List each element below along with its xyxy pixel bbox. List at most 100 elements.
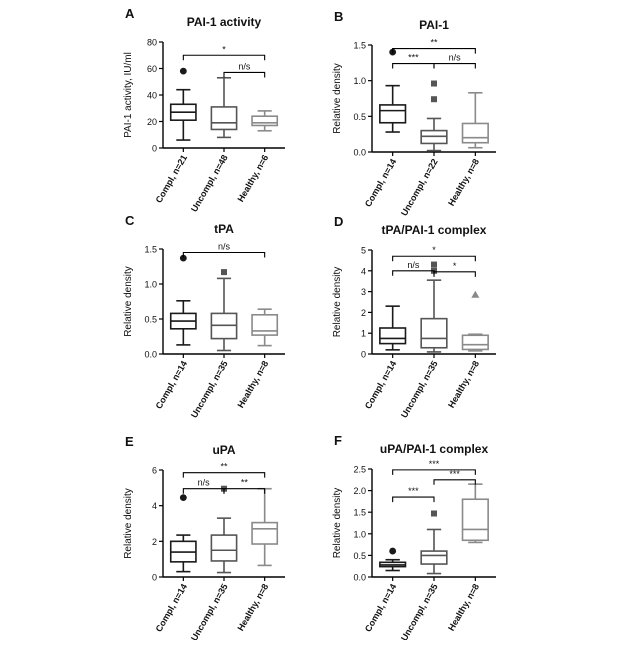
outlier-point: [180, 68, 187, 75]
bracket-line: [393, 271, 434, 276]
box-2: [421, 81, 447, 151]
significance-bracket: *: [393, 245, 476, 261]
significance-label: ***: [408, 53, 419, 63]
box-1: [171, 494, 196, 571]
box-3: [252, 309, 277, 345]
box-iqr: [211, 535, 236, 561]
y-tick-label: 1.0: [353, 529, 366, 539]
panel-letter: A: [125, 6, 135, 21]
y-axis-label: Relative density: [332, 488, 343, 559]
outlier-point: [431, 510, 437, 516]
y-axis-label: Relative density: [123, 488, 134, 559]
outlier-point: [389, 548, 396, 555]
box-iqr: [463, 123, 489, 142]
bracket-line: [434, 64, 475, 69]
x-tick-label: Compl, n=21: [154, 153, 190, 205]
y-tick-label: 2: [152, 537, 157, 547]
x-tick-label: Compl, n=14: [154, 359, 190, 411]
box-3: [463, 484, 489, 542]
bracket-line: [183, 473, 264, 478]
panel-c: CtPARelative density0.00.51.01.5Compl, n…: [123, 213, 285, 420]
significance-bracket: *: [183, 44, 264, 60]
bracket-line: [393, 49, 476, 54]
panel-letter: E: [125, 434, 134, 449]
box-iqr: [211, 107, 236, 130]
x-tick-label: Uncompl, n=35: [399, 359, 440, 420]
bracket-line: [393, 64, 434, 69]
x-tick-label: Uncompl, n=35: [189, 359, 230, 420]
y-tick-label: 80: [147, 38, 157, 48]
bracket-line: [183, 55, 264, 60]
panel-a: APAI-1 activityPAI-1 activity, IU/ml0204…: [123, 6, 285, 214]
y-tick-label: 2: [361, 308, 366, 318]
y-tick-label: 1.5: [353, 508, 366, 518]
panel-f: FuPA/PAI-1 complexRelative density0.00.5…: [332, 433, 496, 640]
significance-label: n/s: [238, 61, 251, 71]
significance-bracket: **: [224, 478, 265, 494]
significance-bracket: ***: [393, 459, 476, 475]
x-tick-label: Uncompl, n=22: [399, 157, 440, 218]
x-tick-label: Healthy, n=8: [446, 157, 481, 208]
x-tick-label: Healthy, n=6: [235, 153, 270, 204]
outlier-point: [471, 291, 479, 298]
box-1: [380, 548, 406, 571]
y-tick-label: 1: [361, 329, 366, 339]
x-tick-label: Compl, n=14: [154, 582, 190, 634]
box-1: [171, 68, 196, 140]
x-tick-label: Uncompl, n=35: [399, 582, 440, 640]
significance-bracket: **: [183, 462, 264, 478]
y-tick-label: 0.5: [353, 112, 366, 122]
x-tick-label: Uncompl, n=35: [189, 582, 230, 640]
significance-label: ***: [429, 459, 440, 469]
y-tick-label: 4: [152, 501, 157, 511]
box-iqr: [463, 335, 489, 349]
x-tick-label: Compl, n=14: [363, 157, 399, 209]
x-tick-label: Healthy, n=8: [235, 359, 270, 410]
y-axis-label: PAI-1 activity, IU/ml: [123, 52, 134, 138]
box-1: [171, 255, 196, 345]
chart-title: uPA/PAI-1 complex: [380, 442, 489, 456]
x-tick-label: Compl, n=14: [363, 582, 399, 634]
box-1: [380, 306, 406, 350]
x-tick-label: Compl, n=14: [363, 359, 399, 411]
y-tick-label: 1.0: [144, 280, 157, 290]
significance-label: **: [430, 38, 438, 48]
y-tick-label: 0: [152, 144, 157, 154]
panel-e: EuPARelative density0246Compl, n=14Uncom…: [123, 434, 285, 640]
outlier-point: [180, 494, 187, 501]
chart-title: PAI-1: [419, 18, 449, 32]
significance-bracket: n/s: [183, 478, 224, 494]
panel-b: BPAI-1Relative density0.00.51.01.5Compl,…: [332, 9, 496, 218]
box-iqr: [252, 523, 277, 544]
bracket-line: [393, 256, 476, 261]
y-tick-label: 0.0: [353, 148, 366, 158]
significance-label: n/s: [407, 260, 420, 270]
bracket-line: [224, 72, 265, 77]
significance-bracket: *: [434, 261, 475, 277]
y-tick-label: 0: [361, 350, 366, 360]
chart-title: uPA: [212, 443, 235, 457]
x-tick-label: Healthy, n=8: [446, 359, 481, 410]
panel-letter: F: [334, 433, 342, 448]
significance-label: ***: [449, 469, 460, 479]
significance-label: **: [220, 462, 228, 472]
box-iqr: [252, 315, 277, 335]
significance-label: *: [453, 261, 457, 271]
y-tick-label: 0.5: [353, 551, 366, 561]
outlier-point: [221, 269, 227, 275]
significance-label: **: [241, 478, 249, 488]
x-tick-label: Uncompl, n=48: [189, 153, 230, 214]
panel-d: DtPA/PAI-1 complexRelative density012345…: [332, 214, 496, 420]
y-tick-label: 2.0: [353, 486, 366, 496]
box-2: [211, 486, 236, 573]
panel-letter: D: [334, 214, 343, 229]
chart-title: tPA: [214, 222, 234, 236]
significance-label: n/s: [198, 478, 211, 488]
y-tick-label: 20: [147, 117, 157, 127]
box-iqr: [252, 116, 277, 125]
outlier-point: [431, 81, 437, 87]
chart-title: PAI-1 activity: [187, 15, 262, 29]
bracket-line: [434, 272, 475, 277]
significance-label: n/s: [449, 53, 462, 63]
